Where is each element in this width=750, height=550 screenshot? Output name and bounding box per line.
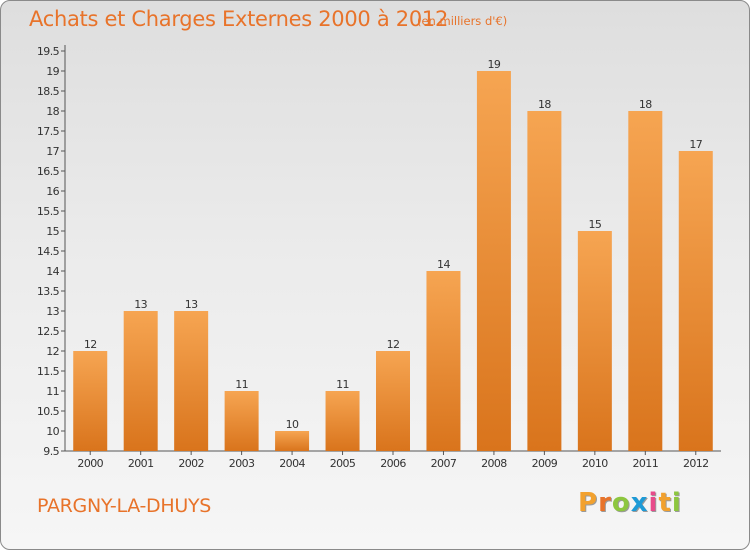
- bar-2003: [224, 391, 259, 451]
- x-tick-label: 2008: [481, 457, 507, 470]
- value-label: 13: [134, 298, 147, 311]
- x-tick-label: 2000: [77, 457, 103, 470]
- y-tick-label: 10: [46, 425, 59, 438]
- bar-2010: [577, 231, 612, 451]
- chart-subtitle: (en milliers d'€): [417, 14, 508, 28]
- value-label: 14: [437, 258, 450, 271]
- bar-2012: [678, 151, 713, 451]
- value-label: 15: [588, 218, 601, 231]
- y-tick-label: 11.5: [37, 365, 60, 378]
- axes: 9.5 10 10.5 11 11.5 12 12.5 13 13.5 14 14.5 15 15.5 1…: [37, 45, 721, 470]
- logo-letter: P: [578, 488, 599, 518]
- chart-title: Achats et Charges Externes 2000 à 2012: [29, 7, 449, 31]
- y-tick-label: 14: [46, 265, 59, 278]
- y-tick-label: 12: [46, 345, 59, 358]
- x-tick-label: 2005: [330, 457, 356, 470]
- y-tick-label: 12.5: [37, 325, 60, 338]
- x-tick-label: 2012: [683, 457, 709, 470]
- y-tick-label: 18: [46, 105, 59, 118]
- y-tick-label: 10.5: [37, 405, 60, 418]
- value-label: 11: [235, 378, 248, 391]
- bar-2009: [527, 111, 562, 451]
- value-label: 18: [639, 98, 652, 111]
- bar-2008: [476, 71, 511, 451]
- y-tick-label: 15: [46, 225, 59, 238]
- logo-letter: o: [611, 488, 631, 518]
- x-tick-label: 2001: [128, 457, 154, 470]
- value-label: 12: [387, 338, 400, 351]
- y-tick-label: 17: [46, 145, 59, 158]
- value-label: 12: [84, 338, 97, 351]
- bars: [73, 71, 713, 451]
- bar-2005: [325, 391, 360, 451]
- data-labels: 12 13 13 11 10 11 12 14 19 18 15 18 17: [84, 58, 704, 431]
- y-tick-label: 16: [46, 185, 59, 198]
- x-tick-label: 2004: [279, 457, 305, 470]
- bar-2000: [73, 351, 108, 451]
- y-tick-label: 9.5: [43, 445, 59, 458]
- x-tick-label: 2011: [633, 457, 659, 470]
- bar-2007: [426, 271, 461, 451]
- x-tick-label: 2006: [380, 457, 406, 470]
- x-tick-label: 2007: [431, 457, 457, 470]
- bar-2011: [628, 111, 663, 451]
- logo-letter: x: [630, 488, 649, 518]
- y-tick-label: 18.5: [37, 85, 60, 98]
- value-label: 13: [185, 298, 198, 311]
- x-tick-label: 2002: [178, 457, 204, 470]
- value-label: 11: [336, 378, 349, 391]
- x-tick-label: 2003: [229, 457, 255, 470]
- logo-letter: i: [671, 488, 682, 518]
- y-tick-label: 16.5: [37, 165, 60, 178]
- bar-2006: [376, 351, 410, 451]
- y-tick-label: 13: [46, 305, 59, 318]
- y-tick-label: 15.5: [37, 205, 60, 218]
- bar-2004: [275, 431, 310, 451]
- logo-letter: r: [598, 488, 612, 518]
- bar-2002: [174, 311, 209, 451]
- value-label: 18: [538, 98, 551, 111]
- bar-2001: [123, 311, 158, 451]
- y-tick-label: 19.5: [37, 45, 60, 58]
- y-tick-label: 17.5: [37, 125, 60, 138]
- x-tick-label: 2010: [582, 457, 608, 470]
- y-tick-label: 19: [46, 65, 59, 78]
- value-label: 19: [488, 58, 501, 71]
- y-tick-label: 14.5: [37, 245, 60, 258]
- commune-name: PARGNY-LA-DHUYS: [37, 495, 212, 517]
- proxiti-logo: Proxiti: [578, 488, 682, 518]
- logo-letter: i: [648, 488, 659, 518]
- logo-letter: t: [658, 488, 672, 518]
- y-tick-label: 11: [46, 385, 59, 398]
- value-label: 17: [689, 138, 702, 151]
- x-tick-label: 2009: [532, 457, 558, 470]
- y-tick-label: 13.5: [37, 285, 60, 298]
- value-label: 10: [286, 418, 299, 431]
